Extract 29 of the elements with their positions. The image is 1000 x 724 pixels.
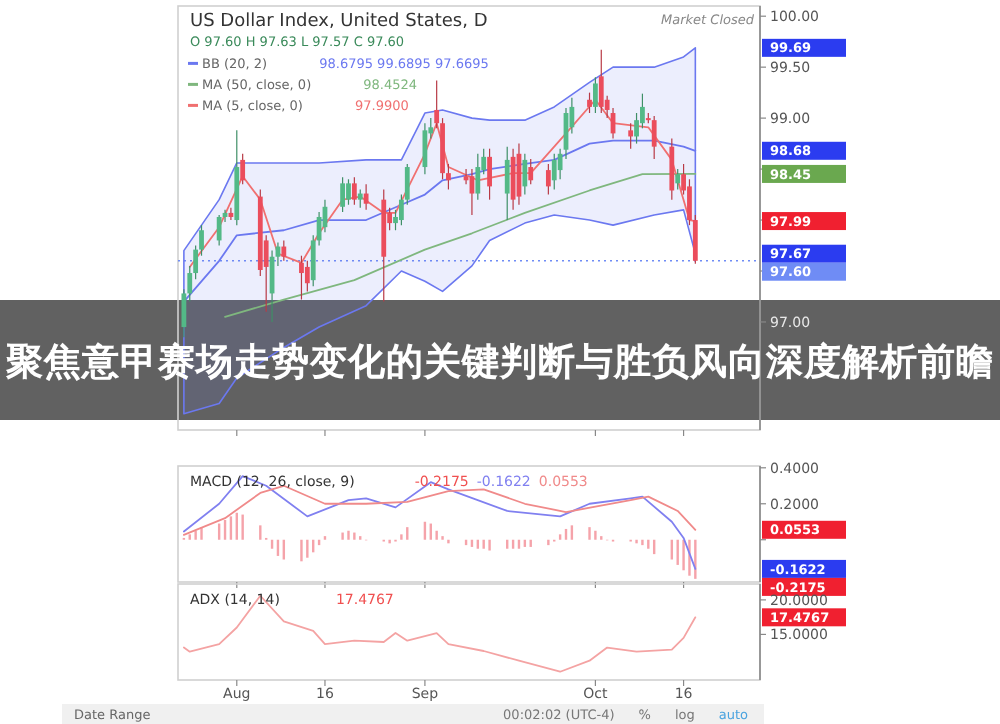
candlestick <box>216 214 222 247</box>
candlestick <box>299 255 304 301</box>
candlestick <box>304 260 310 292</box>
candlestick <box>240 153 246 185</box>
candlestick <box>528 158 534 185</box>
line-series <box>182 484 697 536</box>
candlestick <box>675 168 681 191</box>
candlestick <box>669 137 675 201</box>
candlestick <box>340 176 346 213</box>
candlestick <box>651 115 657 160</box>
candlestick <box>487 148 492 201</box>
candlestick <box>587 92 592 114</box>
candlestick <box>357 188 363 209</box>
candlestick <box>598 49 604 114</box>
candlestick <box>281 239 287 262</box>
line-series <box>182 475 697 570</box>
candlestick <box>545 163 551 196</box>
candlestick <box>363 183 369 211</box>
candlestick <box>522 153 528 196</box>
candlestick <box>628 122 634 150</box>
chart-title: US Dollar Index, United States, D <box>190 12 488 32</box>
candlestick <box>551 153 557 191</box>
line-series <box>224 173 697 318</box>
candlestick <box>346 178 351 206</box>
candlestick <box>592 76 598 114</box>
candlestick <box>475 153 481 201</box>
candlestick <box>351 176 357 206</box>
candlestick <box>504 146 510 221</box>
line-series <box>182 594 697 673</box>
